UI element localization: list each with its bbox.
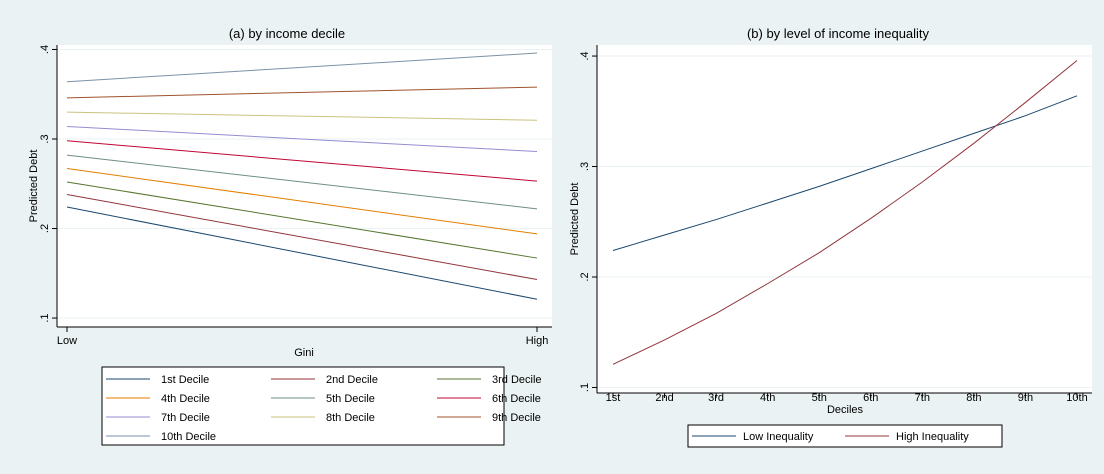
chart-b-legend: Low Inequality High Inequality bbox=[692, 431, 969, 443]
chart-b-series bbox=[612, 60, 1078, 365]
series-line-5th-decile bbox=[66, 154, 538, 210]
chart-a-title: (a) by income decile bbox=[229, 26, 345, 41]
series-line-10th-decile bbox=[66, 52, 538, 83]
legend-label-10th-decile: 10th Decile bbox=[161, 431, 216, 443]
legend-label-low-inequality: Low Inequality bbox=[743, 431, 814, 443]
series-line-1st-decile bbox=[66, 206, 538, 300]
chart-b-title: (b) by level of income inequality bbox=[747, 26, 930, 41]
legend-label-8th-decile: 8th Decile bbox=[326, 412, 375, 424]
chart-b-y-tick-label: .2 bbox=[579, 272, 591, 281]
chart-a-y-tick-label: .1 bbox=[39, 313, 51, 322]
chart-b-x-tick-label: 9th bbox=[1018, 392, 1033, 404]
legend-label-5th-decile: 5th Decile bbox=[326, 393, 375, 405]
legend-label-2nd-decile: 2nd Decile bbox=[326, 374, 378, 386]
chart-b-x-tick-label: 4th bbox=[760, 392, 775, 404]
series-line-8th-decile bbox=[66, 111, 538, 121]
chart-a-x-tick-label: Low bbox=[57, 335, 77, 347]
chart-b: (b) by level of income inequality .1 .2 .3… bbox=[569, 26, 1092, 448]
series-line-9th-decile bbox=[66, 86, 538, 99]
chart-b-x-tick-label: 3rd bbox=[708, 392, 724, 404]
chart-a-y-axis-label: Predicted Debt bbox=[28, 150, 40, 223]
series-line-high-inequality bbox=[612, 60, 1078, 365]
series-line-3rd-decile bbox=[66, 181, 538, 259]
chart-a-plot-area bbox=[57, 45, 552, 327]
chart-b-y-axis-label: Predicted Debt bbox=[569, 183, 581, 256]
chart-a-axes bbox=[56, 45, 552, 328]
chart-a-x-ticks: Low High bbox=[57, 327, 548, 347]
series-line-low-inequality bbox=[612, 95, 1078, 251]
chart-b-x-tick-label: 1st bbox=[606, 392, 621, 404]
chart-b-y-tick-label: .4 bbox=[579, 51, 591, 60]
chart-b-x-axis-label: Deciles bbox=[827, 404, 864, 416]
legend-label-1st-decile: 1st Decile bbox=[161, 374, 209, 386]
chart-a-legend: 1st Decile 2nd Decile 3rd Decile 4th Decile… bbox=[106, 374, 542, 443]
chart-b-x-tick-label: 7th bbox=[915, 392, 930, 404]
chart-b-y-tick-label: .3 bbox=[579, 162, 591, 171]
series-line-2nd-decile bbox=[66, 194, 538, 281]
chart-b-y-tick-label: .1 bbox=[579, 383, 591, 392]
chart-b-y-ticks: .1 .2 .3 .4 bbox=[579, 51, 597, 392]
series-line-7th-decile bbox=[66, 125, 538, 153]
chart-b-x-tick-label: 10th bbox=[1066, 392, 1087, 404]
series-line-6th-decile bbox=[66, 140, 538, 182]
chart-b-x-tick-label: 8th bbox=[966, 392, 981, 404]
legend-label-9th-decile: 9th Decile bbox=[492, 412, 541, 424]
chart-a-y-tick-label: .2 bbox=[39, 224, 51, 233]
series-line-4th-decile bbox=[66, 168, 538, 235]
chart-a-x-axis-label: Gini bbox=[294, 347, 314, 359]
chart-b-x-ticks: 1st 2nd 3rd 4th 5th 6th 7th 8th 9th 10th bbox=[606, 392, 1088, 404]
chart-b-x-tick-label: 6th bbox=[863, 392, 878, 404]
chart-a-y-tick-label: .4 bbox=[39, 45, 51, 54]
chart-b-plot-area bbox=[597, 45, 1092, 393]
chart-a-y-ticks: .1 .2 .3 .4 bbox=[39, 45, 57, 323]
chart-b-x-tick-label: 5th bbox=[812, 392, 827, 404]
legend-label-6th-decile: 6th Decile bbox=[492, 393, 541, 405]
chart-a-series bbox=[66, 52, 538, 300]
legend-label-7th-decile: 7th Decile bbox=[161, 412, 210, 424]
chart-a: (a) by income decile .1 .2 .3 .4 Low High Pr… bbox=[28, 26, 552, 446]
chart-a-legend-box bbox=[101, 366, 505, 446]
legend-label-4th-decile: 4th Decile bbox=[161, 393, 210, 405]
legend-label-high-inequality: High Inequality bbox=[896, 431, 969, 443]
chart-a-y-tick-label: .3 bbox=[39, 134, 51, 143]
chart-b-x-tick-label: 2nd bbox=[655, 392, 673, 404]
chart-a-x-tick-label: High bbox=[526, 335, 549, 347]
legend-label-3rd-decile: 3rd Decile bbox=[492, 374, 542, 386]
chart-b-gridlines bbox=[597, 55, 1092, 388]
chart-b-axes bbox=[596, 45, 1092, 394]
